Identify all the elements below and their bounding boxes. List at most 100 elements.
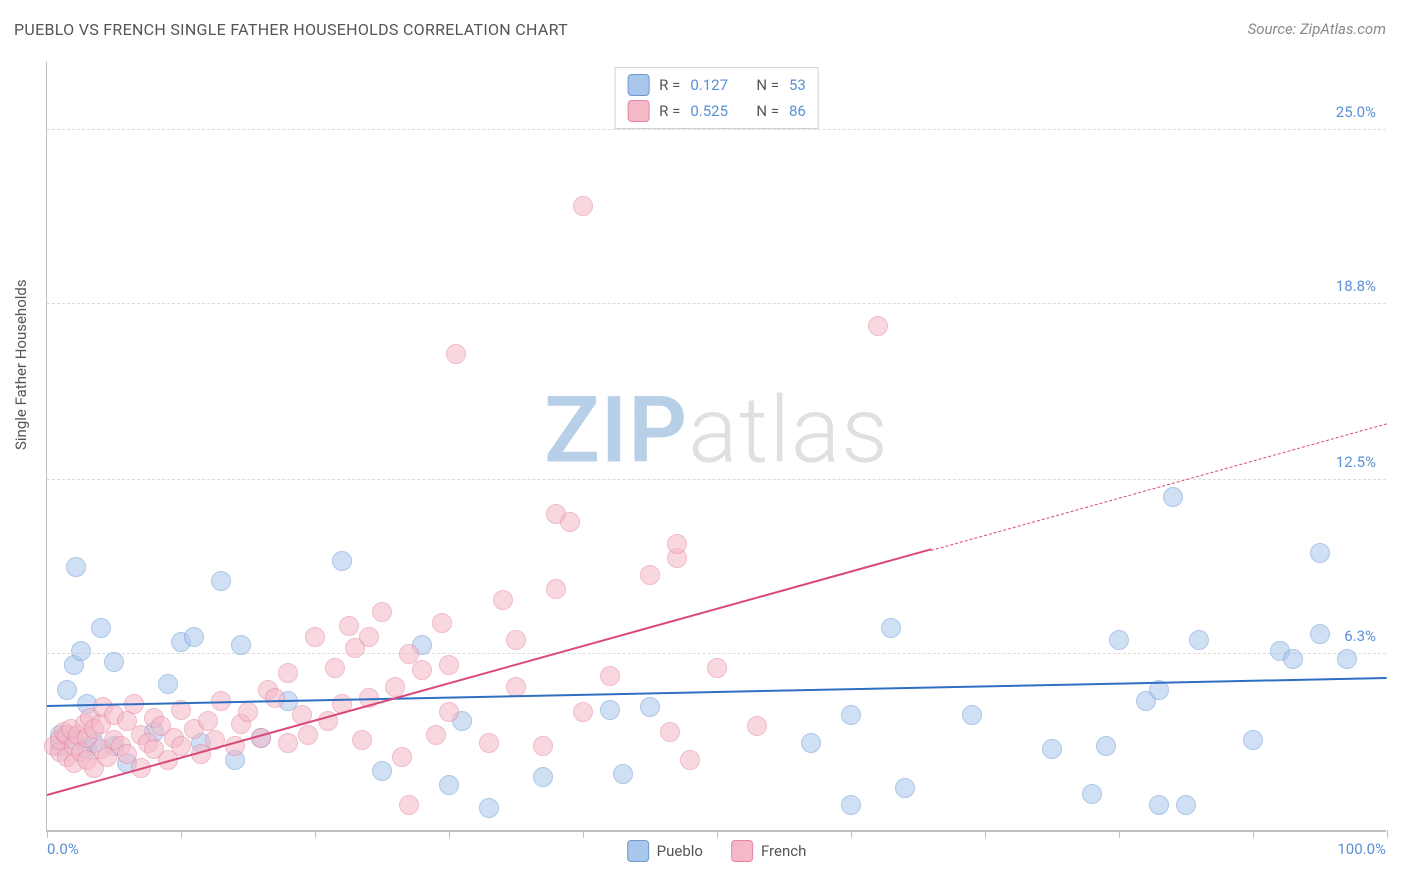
legend-item: French bbox=[731, 840, 806, 862]
scatter-point bbox=[57, 680, 77, 700]
scatter-point bbox=[600, 666, 620, 686]
x-tick-label: 0.0% bbox=[47, 840, 79, 858]
scatter-point bbox=[962, 705, 982, 725]
scatter-point bbox=[158, 674, 178, 694]
x-tick bbox=[449, 830, 450, 838]
source-label: Source: ZipAtlas.com bbox=[1248, 20, 1386, 38]
scatter-point bbox=[493, 590, 513, 610]
legend-item: Pueblo bbox=[627, 840, 703, 862]
scatter-point bbox=[1109, 630, 1129, 650]
scatter-point bbox=[231, 635, 251, 655]
scatter-point bbox=[372, 602, 392, 622]
scatter-point bbox=[1149, 795, 1169, 815]
y-tick-label: 18.8% bbox=[1336, 277, 1376, 295]
y-axis-label: Single Father Households bbox=[12, 279, 30, 450]
x-tick bbox=[1119, 830, 1120, 838]
legend-row: R =0.525N =86 bbox=[623, 98, 810, 124]
scatter-point bbox=[325, 658, 345, 678]
scatter-point bbox=[91, 618, 111, 638]
scatter-point bbox=[479, 798, 499, 818]
scatter-point bbox=[895, 778, 915, 798]
scatter-point bbox=[426, 725, 446, 745]
scatter-point bbox=[1176, 795, 1196, 815]
scatter-point bbox=[660, 722, 680, 742]
scatter-point bbox=[352, 730, 372, 750]
trend-line bbox=[931, 423, 1387, 551]
scatter-point bbox=[801, 733, 821, 753]
trend-line bbox=[47, 549, 932, 797]
scatter-point bbox=[278, 733, 298, 753]
scatter-point bbox=[667, 534, 687, 554]
scatter-point bbox=[104, 652, 124, 672]
scatter-point bbox=[278, 663, 298, 683]
scatter-point bbox=[841, 705, 861, 725]
x-tick bbox=[181, 830, 182, 838]
y-tick-label: 12.5% bbox=[1336, 453, 1376, 471]
plot-area: ZIPatlas R =0.127N =53R =0.525N =86 Pueb… bbox=[46, 62, 1386, 832]
scatter-point bbox=[432, 613, 452, 633]
trend-line bbox=[47, 677, 1387, 707]
scatter-point bbox=[1082, 784, 1102, 804]
scatter-point bbox=[1337, 649, 1357, 669]
scatter-point bbox=[600, 700, 620, 720]
scatter-point bbox=[446, 344, 466, 364]
scatter-point bbox=[339, 616, 359, 636]
legend-correlation: R =0.127N =53R =0.525N =86 bbox=[614, 67, 819, 129]
scatter-point bbox=[359, 627, 379, 647]
scatter-point bbox=[1163, 487, 1183, 507]
scatter-point bbox=[841, 795, 861, 815]
x-tick bbox=[583, 830, 584, 838]
x-tick bbox=[717, 830, 718, 838]
chart-title: PUEBLO VS FRENCH SINGLE FATHER HOUSEHOLD… bbox=[14, 20, 568, 39]
scatter-point bbox=[747, 716, 767, 736]
scatter-point bbox=[881, 618, 901, 638]
scatter-point bbox=[1310, 624, 1330, 644]
scatter-point bbox=[506, 630, 526, 650]
scatter-point bbox=[298, 725, 318, 745]
scatter-point bbox=[707, 658, 727, 678]
scatter-point bbox=[573, 702, 593, 722]
x-tick bbox=[47, 830, 48, 838]
scatter-point bbox=[1189, 630, 1209, 650]
scatter-point bbox=[1243, 730, 1263, 750]
scatter-point bbox=[392, 747, 412, 767]
x-tick bbox=[851, 830, 852, 838]
scatter-point bbox=[71, 641, 91, 661]
x-tick bbox=[985, 830, 986, 838]
gridline bbox=[47, 303, 1386, 304]
scatter-point bbox=[533, 736, 553, 756]
scatter-point bbox=[680, 750, 700, 770]
scatter-point bbox=[573, 196, 593, 216]
legend-series: Pueblo French bbox=[627, 840, 807, 862]
scatter-point bbox=[560, 512, 580, 532]
scatter-point bbox=[1310, 543, 1330, 563]
scatter-point bbox=[412, 660, 432, 680]
scatter-point bbox=[332, 551, 352, 571]
y-tick-label: 6.3% bbox=[1344, 627, 1376, 645]
scatter-point bbox=[546, 579, 566, 599]
scatter-point bbox=[613, 764, 633, 784]
y-tick-label: 25.0% bbox=[1336, 103, 1376, 121]
scatter-point bbox=[66, 557, 86, 577]
scatter-point bbox=[238, 702, 258, 722]
scatter-point bbox=[1042, 739, 1062, 759]
scatter-point bbox=[265, 688, 285, 708]
legend-row: R =0.127N =53 bbox=[623, 72, 810, 98]
x-tick bbox=[315, 830, 316, 838]
watermark: ZIPatlas bbox=[544, 377, 889, 484]
scatter-point bbox=[198, 711, 218, 731]
scatter-point bbox=[439, 775, 459, 795]
scatter-point bbox=[399, 644, 419, 664]
scatter-point bbox=[399, 795, 419, 815]
scatter-point bbox=[372, 761, 392, 781]
scatter-point bbox=[439, 655, 459, 675]
scatter-point bbox=[1283, 649, 1303, 669]
x-tick bbox=[1387, 830, 1388, 838]
scatter-point bbox=[305, 627, 325, 647]
gridline bbox=[47, 129, 1386, 130]
scatter-point bbox=[868, 316, 888, 336]
scatter-point bbox=[640, 697, 660, 717]
scatter-point bbox=[184, 627, 204, 647]
x-tick bbox=[1253, 830, 1254, 838]
x-tick-label: 100.0% bbox=[1337, 840, 1386, 858]
